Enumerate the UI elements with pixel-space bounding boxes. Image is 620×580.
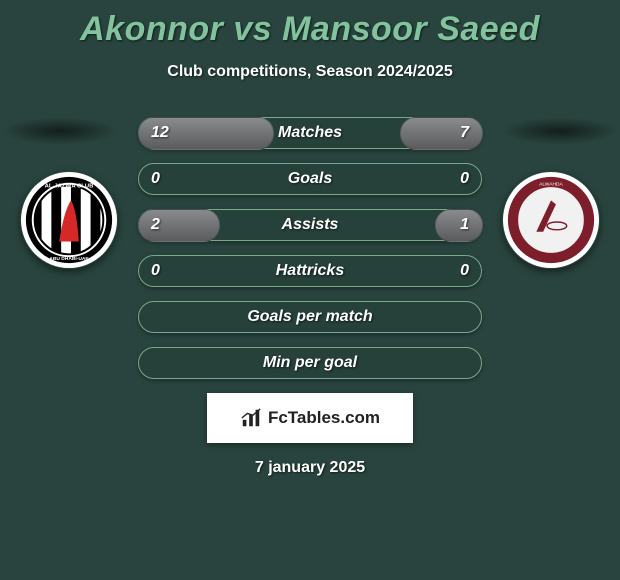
- stat-value-right: 1: [460, 216, 469, 234]
- stat-value-left: 2: [151, 216, 160, 234]
- stat-label: Min per goal: [263, 354, 357, 372]
- stat-row-goals: 0 Goals 0: [138, 163, 482, 195]
- stat-value-right: 0: [460, 170, 469, 188]
- badge-shadow-right: [500, 117, 620, 145]
- stat-value-left: 0: [151, 170, 160, 188]
- stat-row-hattricks: 0 Hattricks 0: [138, 255, 482, 287]
- subtitle: Club competitions, Season 2024/2025: [0, 63, 620, 81]
- comparison-panel: AL-JAZIRA CLUB ABU DHABI-UAE ALWAHDA 12 …: [0, 117, 620, 477]
- date-label: 7 january 2025: [0, 459, 620, 477]
- stat-row-min-per-goal: Min per goal: [138, 347, 482, 379]
- svg-text:ABU DHABI-UAE: ABU DHABI-UAE: [49, 256, 89, 262]
- club-badge-right: ALWAHDA: [502, 171, 600, 269]
- svg-text:AL-JAZIRA CLUB: AL-JAZIRA CLUB: [45, 184, 94, 190]
- stat-fill-right: [435, 209, 483, 242]
- stat-label: Assists: [282, 216, 339, 234]
- stat-fill-right: [400, 117, 482, 150]
- stat-row-goals-per-match: Goals per match: [138, 301, 482, 333]
- stat-label: Matches: [278, 124, 342, 142]
- stat-value-left: 0: [151, 262, 160, 280]
- stat-label: Hattricks: [276, 262, 344, 280]
- bar-chart-icon: [240, 407, 262, 429]
- club-badge-left: AL-JAZIRA CLUB ABU DHABI-UAE: [20, 171, 118, 269]
- badge-shadow-left: [0, 117, 120, 145]
- stat-value-right: 7: [460, 124, 469, 142]
- stat-label: Goals: [288, 170, 332, 188]
- stat-value-right: 0: [460, 262, 469, 280]
- stat-row-matches: 12 Matches 7: [138, 117, 482, 149]
- stat-value-left: 12: [151, 124, 169, 142]
- stat-label: Goals per match: [247, 308, 372, 326]
- stat-row-assists: 2 Assists 1: [138, 209, 482, 241]
- stats-list: 12 Matches 7 0 Goals 0 2 Assists 1 0 Hat…: [138, 117, 482, 379]
- al-jazira-badge-icon: AL-JAZIRA CLUB ABU DHABI-UAE: [20, 171, 118, 269]
- svg-text:ALWAHDA: ALWAHDA: [539, 182, 563, 188]
- attribution-badge: FcTables.com: [207, 393, 413, 443]
- page-title: Akonnor vs Mansoor Saeed: [0, 0, 620, 49]
- stat-fill-left: [138, 209, 220, 242]
- al-wahda-badge-icon: ALWAHDA: [502, 171, 600, 269]
- attribution-label: FcTables.com: [268, 408, 380, 428]
